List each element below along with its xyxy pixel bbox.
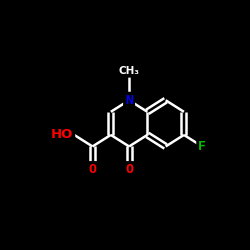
Text: O: O <box>125 163 133 176</box>
Text: HO: HO <box>51 128 73 141</box>
Text: O: O <box>88 163 96 176</box>
Text: CH₃: CH₃ <box>118 66 140 76</box>
Text: F: F <box>198 140 206 153</box>
Text: N: N <box>125 94 133 107</box>
